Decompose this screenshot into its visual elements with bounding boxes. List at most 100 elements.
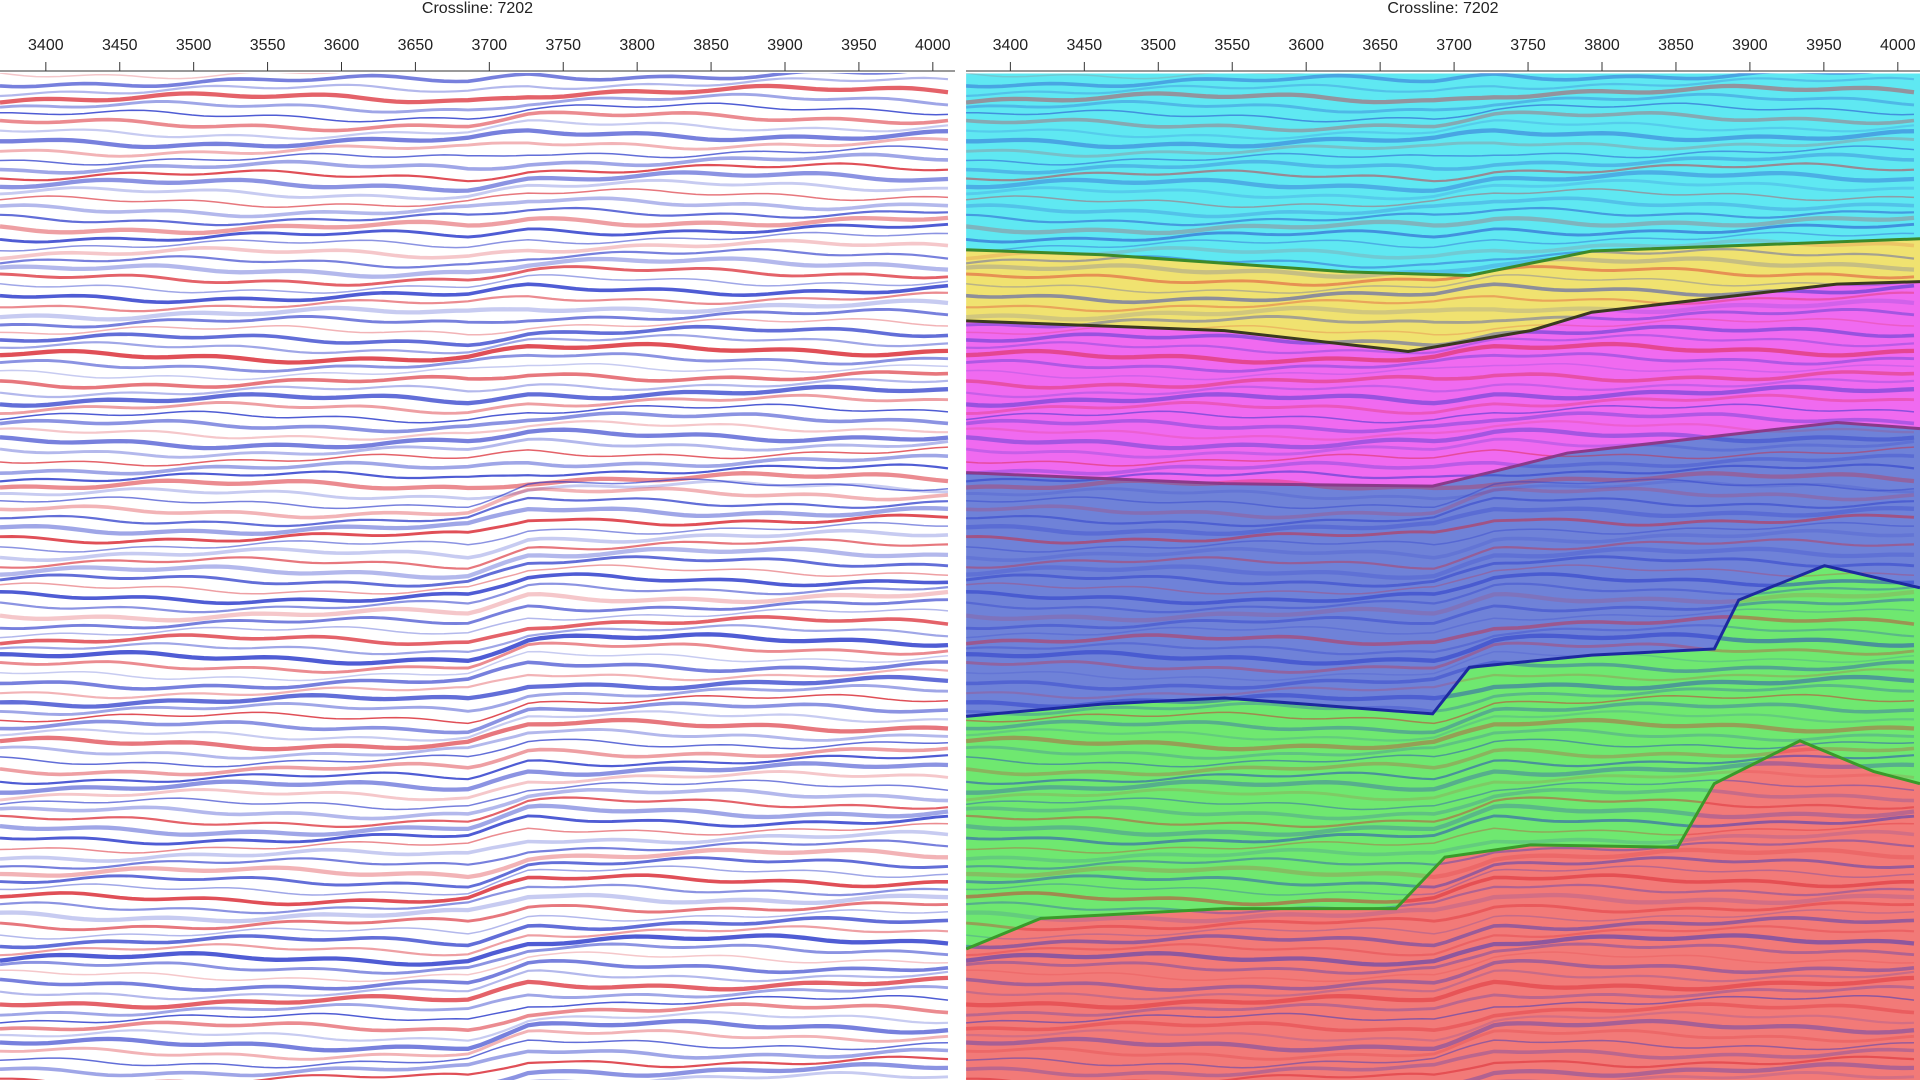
- x-tick-label: 3900: [767, 37, 803, 54]
- reflector: [0, 427, 949, 451]
- reflector: [0, 738, 949, 768]
- reflector: [0, 393, 949, 416]
- reflector: [966, 291, 1915, 313]
- x-tick-label: 3850: [1658, 37, 1694, 54]
- reflector: [966, 915, 1915, 950]
- reflector: [966, 958, 1915, 992]
- reflector: [0, 119, 949, 140]
- reflector: [966, 479, 1914, 501]
- reflector: [966, 632, 1915, 666]
- reflector: [0, 341, 949, 365]
- reflector: [0, 650, 949, 682]
- reflector: [966, 215, 1915, 236]
- reflector: [0, 256, 949, 279]
- reflector: [0, 274, 949, 294]
- reflector: [0, 206, 949, 227]
- reflector: [966, 145, 1915, 166]
- seismic-unit: [966, 238, 1920, 352]
- seismic-unit: [966, 565, 1920, 949]
- reflector: [0, 215, 949, 236]
- reflector: [0, 136, 949, 158]
- reflector: [966, 738, 1915, 768]
- reflector: [966, 486, 1915, 520]
- reflector: [0, 102, 949, 123]
- reflector: [966, 463, 1915, 483]
- horizon: [966, 564, 1920, 718]
- reflector: [966, 787, 1915, 821]
- reflector: [966, 901, 1915, 932]
- reflector: [0, 1002, 949, 1033]
- reflector: [0, 73, 908, 89]
- reflector: [966, 589, 1915, 623]
- reflector: [966, 73, 1306, 80]
- reflector: [0, 222, 949, 244]
- seismic-unit: [966, 281, 1920, 487]
- reflector: [966, 411, 1915, 434]
- reflector: [966, 829, 1915, 863]
- reflector: [0, 471, 949, 491]
- reflector: [966, 1047, 1915, 1078]
- x-tick-label: 3450: [102, 37, 138, 54]
- reflector: [0, 1029, 949, 1061]
- x-tick-label: 3500: [1140, 37, 1176, 54]
- reflector: [966, 333, 1915, 355]
- reflector: [966, 796, 1915, 828]
- reflector: [0, 384, 949, 408]
- reflector: [966, 883, 1915, 915]
- reflector: [0, 847, 949, 880]
- reflector: [0, 796, 949, 828]
- reflector: [0, 178, 948, 201]
- reflector: [966, 238, 1915, 261]
- reflector: [966, 892, 1915, 924]
- reflector: [0, 814, 949, 846]
- x-tick-label: 3500: [176, 37, 212, 54]
- reflector: [0, 727, 949, 760]
- reflector: [0, 608, 949, 639]
- reflector: [966, 615, 1915, 647]
- reflector: [0, 589, 949, 623]
- x-tick-label: 3700: [472, 37, 508, 54]
- reflector: [966, 969, 1915, 1001]
- reflector: [0, 933, 949, 967]
- reflector: [0, 839, 949, 870]
- reflector: [0, 883, 949, 915]
- reflector: [966, 847, 1915, 880]
- reflector: [0, 969, 949, 1001]
- reflector: [966, 717, 1915, 752]
- reflector: [966, 624, 1915, 656]
- reflector: [0, 615, 949, 647]
- reflector: [966, 265, 1915, 287]
- reflector: [966, 298, 1915, 322]
- reflector: [0, 693, 949, 725]
- reflector: [966, 73, 1874, 89]
- seismic-unit: [966, 422, 1920, 717]
- reflector: [0, 370, 949, 390]
- reflector: [966, 384, 1915, 408]
- reflector: [966, 76, 1915, 98]
- reflector: [966, 1039, 1915, 1069]
- reflector: [0, 909, 949, 940]
- horizon: [966, 739, 1920, 951]
- reflector: [966, 478, 1915, 510]
- reflector: [966, 668, 1915, 700]
- horizon: [966, 237, 1920, 278]
- reflector: [0, 291, 949, 313]
- reflector: [0, 1018, 949, 1053]
- reflector: [966, 170, 1915, 193]
- x-tick-label: 3400: [28, 37, 64, 54]
- reflector: [0, 411, 949, 434]
- x-tick-label: 4000: [1880, 37, 1916, 54]
- reflector: [0, 674, 949, 709]
- reflector: [0, 505, 949, 536]
- reflector: [0, 641, 949, 674]
- reflector: [966, 598, 1915, 631]
- reflector: [0, 76, 949, 98]
- reflector: [966, 446, 1915, 467]
- reflector: [966, 572, 1915, 606]
- reflector: [0, 746, 949, 777]
- reflector: [0, 538, 949, 570]
- reflector: [966, 1002, 1915, 1033]
- reflector: [0, 478, 949, 510]
- x-tick-label: 3950: [1806, 37, 1842, 54]
- reflector: [0, 1055, 949, 1080]
